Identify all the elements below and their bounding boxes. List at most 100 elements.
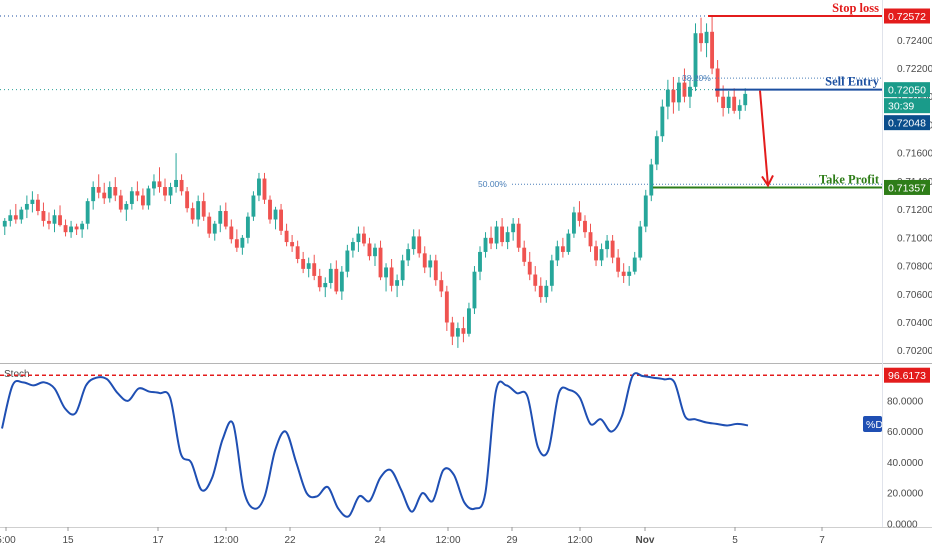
- candle-body: [671, 89, 676, 103]
- candle-body: [113, 187, 118, 196]
- candle-body: [555, 246, 560, 261]
- candle-body: [566, 233, 571, 252]
- candle-body: [174, 179, 179, 188]
- y-tick-label: 0.70600: [897, 290, 932, 301]
- candle-body: [605, 240, 610, 250]
- stoch-y-tick-label: 40.0000: [887, 458, 924, 469]
- candle-body: [201, 201, 206, 217]
- candle-body: [234, 239, 239, 248]
- candle-body: [654, 136, 659, 165]
- candle-body: [279, 209, 283, 231]
- candle-body: [47, 220, 51, 224]
- countdown-badge-text: 30:39: [888, 101, 914, 113]
- candle-body: [168, 187, 173, 196]
- candle-body: [157, 181, 162, 188]
- stoch-d-legend-text: %D: [866, 419, 883, 431]
- candle-body: [339, 271, 344, 292]
- candle-body: [704, 31, 709, 44]
- stop-loss-price-badge-text: 0.72572: [888, 11, 926, 23]
- candle-body: [96, 187, 101, 193]
- candle-body: [710, 31, 715, 69]
- sell-entry-price-badge-text: 0.72050: [888, 85, 926, 97]
- candle-body: [129, 191, 134, 204]
- candle-body: [522, 247, 527, 262]
- x-tick-label: 22: [284, 535, 296, 546]
- candle-body: [400, 260, 405, 281]
- x-tick-label: 5:00: [0, 535, 16, 546]
- candle-body: [80, 223, 85, 230]
- candle-body: [312, 263, 317, 276]
- candle-body: [306, 263, 311, 269]
- candle-body: [472, 271, 477, 309]
- candle-body: [74, 226, 79, 230]
- candle-body: [2, 220, 7, 227]
- stochastic-pane: Stoch%D: [0, 369, 883, 518]
- candle-body: [737, 105, 742, 111]
- candle-body: [179, 179, 184, 192]
- candle-body: [511, 223, 516, 233]
- candle-body: [212, 223, 217, 234]
- candle-body: [538, 285, 543, 298]
- candle-body: [428, 260, 433, 268]
- candle-body: [444, 291, 449, 323]
- candle-body: [19, 209, 24, 220]
- fib-level-label: 50.00%: [478, 179, 507, 189]
- candle-body: [516, 223, 521, 248]
- stoch-y-tick-label: 20.0000: [887, 489, 924, 500]
- candle-body: [693, 33, 698, 87]
- candle-body: [146, 188, 151, 206]
- candle-body: [549, 260, 554, 286]
- x-tick-label: Nov: [636, 535, 655, 546]
- candle-body: [665, 89, 670, 107]
- candle-body: [295, 246, 300, 259]
- stoch-y-tick-label: 0.0000: [887, 520, 918, 531]
- candle-body: [102, 192, 107, 199]
- y-tick-label: 0.72200: [897, 64, 932, 75]
- candle-body: [676, 82, 681, 103]
- candle-body: [257, 178, 261, 196]
- candle-body: [478, 251, 482, 272]
- target-arrow-head: [761, 175, 774, 188]
- candle-body: [577, 212, 582, 221]
- x-tick-label: 29: [506, 535, 518, 546]
- x-tick-label: 17: [152, 535, 164, 546]
- candle-body: [41, 211, 46, 221]
- candle-body: [196, 201, 201, 220]
- stop-loss-label: Stop loss: [832, 1, 879, 15]
- candle-body: [494, 226, 499, 244]
- y-tick-label: 0.70800: [897, 262, 932, 273]
- candle-body: [455, 328, 460, 337]
- candle-body: [24, 203, 29, 210]
- candle-body: [356, 233, 361, 243]
- sell-entry-label: Sell Entry: [825, 75, 880, 89]
- candle-body: [245, 216, 250, 238]
- stoch-y-tick-label: 80.0000: [887, 396, 924, 407]
- candle-body: [389, 267, 394, 286]
- take-profit-label: Take Profit: [819, 172, 880, 186]
- candle-body: [262, 178, 267, 200]
- candle-body: [467, 308, 471, 334]
- stoch-d-legend-badge: [863, 416, 882, 432]
- candle-body: [185, 191, 190, 209]
- candle-body: [527, 261, 532, 275]
- candle-body: [699, 33, 703, 44]
- candle-body: [350, 242, 355, 251]
- candle-body: [461, 328, 466, 334]
- candle-body: [334, 268, 339, 292]
- candle-body: [58, 215, 62, 226]
- candle-body: [140, 195, 145, 206]
- take-profit-price-badge-text: 0.71357: [888, 182, 926, 194]
- candle-body: [732, 96, 737, 111]
- candle-body: [616, 257, 621, 272]
- candle-body: [301, 258, 306, 269]
- candle-body: [107, 187, 112, 199]
- candle-body: [362, 233, 366, 244]
- candle-body: [135, 191, 140, 196]
- candle-body: [433, 260, 438, 281]
- candle-body: [251, 195, 256, 217]
- candle-body: [85, 201, 90, 224]
- x-tick-label: 12:00: [435, 535, 460, 546]
- y-tick-label: 0.71200: [897, 205, 932, 216]
- candle-body: [571, 212, 576, 234]
- candle-body: [268, 199, 272, 220]
